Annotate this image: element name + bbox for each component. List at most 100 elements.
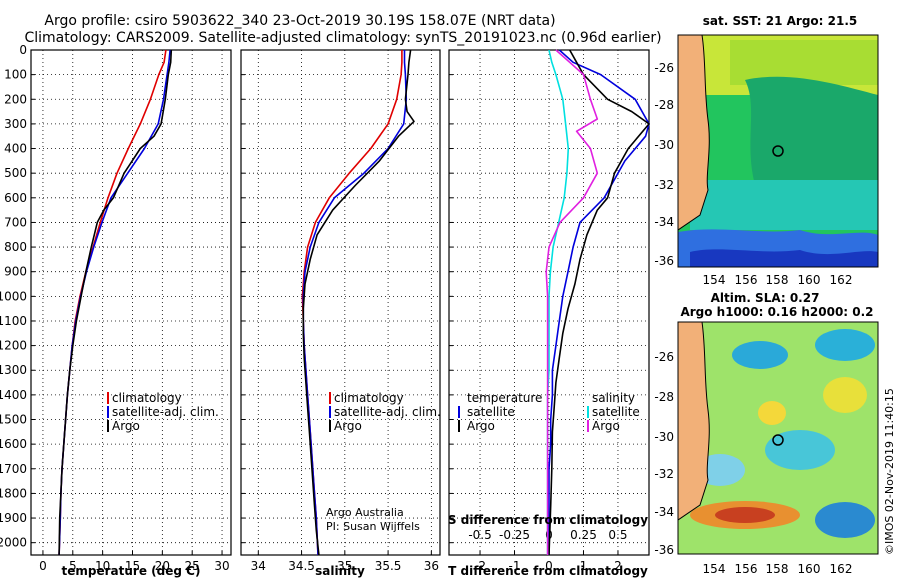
sla-map-title-line2: Argo h1000: 0.16 h2000: 0.2 <box>680 305 873 319</box>
map1-ytick: -34 <box>654 215 674 229</box>
series-climatology <box>58 49 167 556</box>
secondary-x-tick-label: -0.25 <box>499 528 530 542</box>
secondary-x-tick-label: 0.5 <box>608 528 627 542</box>
series-satellite-adj-clim- <box>302 50 408 556</box>
x-tick-label: 20 <box>155 559 170 573</box>
depth-tick-label: 300 <box>4 117 27 131</box>
legend-label-satellite: satellite-adj. clim. <box>334 405 441 419</box>
sla-low-se <box>815 502 875 538</box>
temperature-legend: climatology satellite-adj. clim. Argo <box>107 391 219 433</box>
map1-ytick: -36 <box>654 254 674 268</box>
x-tick-label: 36 <box>424 559 439 573</box>
x-tick-label: 5 <box>69 559 77 573</box>
map1-ytick: -26 <box>654 61 674 75</box>
sla-map-title-line1: Altim. SLA: 0.27 <box>711 291 820 305</box>
series-argo <box>58 49 173 556</box>
map2-ytick: -26 <box>654 350 674 364</box>
depth-tick-label: 1100 <box>0 314 27 328</box>
sla-map <box>678 322 878 554</box>
legend-label-climatology: climatology <box>112 391 182 405</box>
map2-ytick: -36 <box>654 543 674 557</box>
legend-label-argo: Argo <box>112 419 140 433</box>
depth-tick-label: 1200 <box>0 339 27 353</box>
sst-coldest <box>690 249 878 267</box>
depth-tick-label: 1700 <box>0 462 27 476</box>
series-satellite-adj-clim- <box>58 49 171 556</box>
sla-high-ne <box>823 377 867 413</box>
depth-tick-label: 1000 <box>0 289 27 303</box>
sst-map-xticks: 154 156 158 160 162 <box>703 273 853 287</box>
australia-landmass <box>678 35 710 231</box>
sst-map-yticks: -26 -28 -30 -32 -34 -36 <box>654 61 674 268</box>
legend-label-t-satellite: satellite <box>467 405 515 419</box>
x-tick-label: 34.5 <box>288 559 315 573</box>
legend-label-s-argo: Argo <box>592 419 620 433</box>
depth-tick-label: 0 <box>19 43 27 57</box>
legend-title-salinity: salinity <box>592 391 635 405</box>
secondary-x-tick-label: 0.25 <box>570 528 597 542</box>
depth-tick-label: 2000 <box>0 536 27 550</box>
sla-low-ne <box>815 329 875 361</box>
series-argo <box>302 49 415 556</box>
depth-tick-label: 700 <box>4 215 27 229</box>
sst-map <box>678 35 878 267</box>
x-tick-label: 35 <box>337 559 352 573</box>
depth-tick-label: 1400 <box>0 388 27 402</box>
sst-warm-patch <box>730 40 878 85</box>
temperature-axis-label: temperature (deg C) <box>62 564 201 578</box>
x-tick-label: 30 <box>214 559 229 573</box>
depth-tick-label: 1600 <box>0 437 27 451</box>
sst-map-title: sat. SST: 21 Argo: 21.5 <box>703 14 857 28</box>
credit-line2: PI: Susan Wijffels <box>326 520 420 533</box>
figure-title-line2: Climatology: CARS2009. Satellite-adjuste… <box>24 30 661 46</box>
s-difference-axis-label: S difference from climatology <box>448 513 648 527</box>
depth-tick-label: 1800 <box>0 486 27 500</box>
x-tick-label: -1 <box>509 559 521 573</box>
map2-ytick: -30 <box>654 430 674 444</box>
legend-label-t-argo: Argo <box>467 419 495 433</box>
map2-ytick: -28 <box>654 390 674 404</box>
sla-map-xticks: 154 156 158 160 162 <box>703 562 853 576</box>
salinity-plot-frame <box>240 49 441 556</box>
figure-title-line1: Argo profile: csiro 5903622_340 23-Oct-2… <box>44 13 555 29</box>
map1-ytick: -32 <box>654 178 674 192</box>
legend-label-argo: Argo <box>334 419 362 433</box>
x-tick-label: 35.5 <box>375 559 402 573</box>
t-difference-axis-label: T difference from climatology <box>448 564 648 578</box>
sst-map-frame <box>677 34 879 268</box>
sla-map-frame <box>677 321 879 555</box>
map2-ytick: -32 <box>654 467 674 481</box>
grid-layer <box>31 49 649 555</box>
x-tick-label: 0 <box>545 559 553 573</box>
series-s-argo <box>545 49 599 555</box>
map2-ytick: -34 <box>654 505 674 519</box>
legend-title-temperature: temperature <box>467 391 542 405</box>
depth-tick-label: 800 <box>4 240 27 254</box>
series-t-satellite <box>548 49 650 555</box>
map1-xtick: 162 <box>830 273 853 287</box>
x-tick-label: 34 <box>251 559 266 573</box>
sla-high-center <box>758 401 786 425</box>
x-tick-label: 0 <box>39 559 47 573</box>
depth-tick-label: 400 <box>4 142 27 156</box>
depth-tick-label: 600 <box>4 191 27 205</box>
sst-mid-patch <box>745 76 878 200</box>
x-tick-label: 2 <box>614 559 622 573</box>
depth-axis: 0 100 200 300 400 500 600 700 800 900 1000 1100 1200… <box>0 43 453 550</box>
depth-tick-label: 1500 <box>0 413 27 427</box>
secondary-x-tick-label: -0.5 <box>468 528 491 542</box>
depth-tick-label: 200 <box>4 92 27 106</box>
depth-tick-label: 1900 <box>0 511 27 525</box>
salinity-axis-label: salinity <box>315 564 365 578</box>
map1-xtick: 156 <box>735 273 758 287</box>
difference-legend: temperature satellite Argo salinity sate… <box>458 391 640 433</box>
x-tick-label: -2 <box>474 559 486 573</box>
depth-tick-label: 500 <box>4 166 27 180</box>
credit-line1: Argo Australia <box>326 506 404 519</box>
sla-map-yticks: -26 -28 -30 -32 -34 -36 <box>654 350 674 557</box>
map2-xtick: 154 <box>703 562 726 576</box>
x-tick-label: 1 <box>580 559 588 573</box>
argo-float-marker-2 <box>772 434 784 446</box>
map1-xtick: 158 <box>766 273 789 287</box>
